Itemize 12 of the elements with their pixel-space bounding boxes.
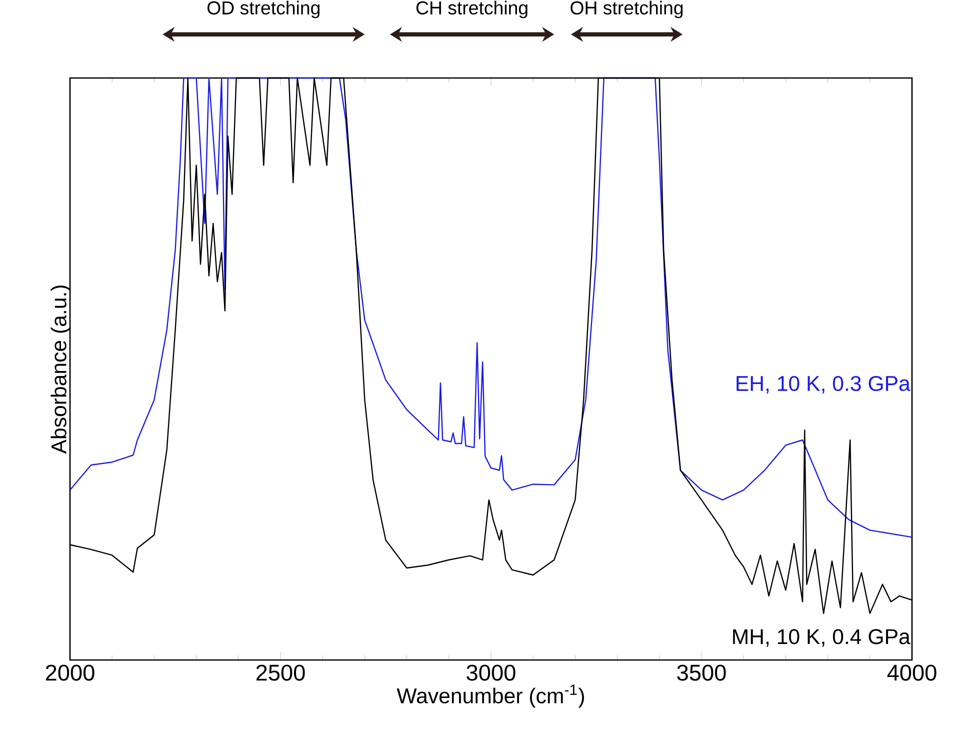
x-tick-label: 2500 xyxy=(256,664,305,681)
x-tick-label: 3500 xyxy=(677,664,726,681)
text: CH stretching xyxy=(416,0,528,18)
text: OH stretching xyxy=(570,0,683,18)
text: OD stretching xyxy=(207,0,320,18)
x-tick-label: 3000 xyxy=(466,664,516,681)
y-axis-title: Absorbance (a.u.) xyxy=(50,286,71,454)
series-label: MH, 10 K, 0.4 GPa xyxy=(733,629,910,647)
text: EH, 10 K, 0.3 GPa xyxy=(736,376,910,394)
x-axis-title: Wavenumber (cm$^{-1}$) xyxy=(396,684,584,708)
x-tick-label: 4000 xyxy=(887,664,936,681)
x-tick-label: 2000 xyxy=(46,664,94,681)
